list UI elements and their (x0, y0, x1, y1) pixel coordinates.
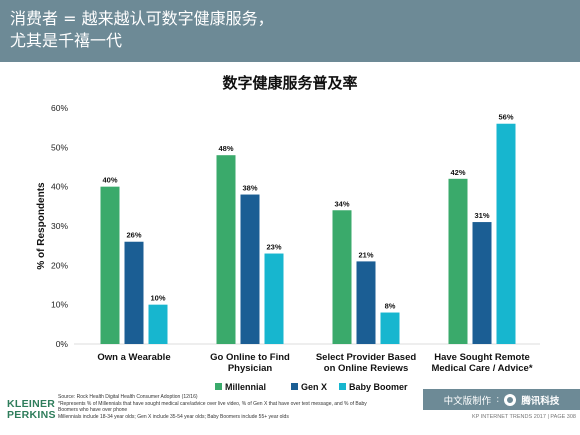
bar-data-label: 21% (358, 250, 373, 259)
legend-label: Gen X (301, 382, 327, 392)
legend-label: Millennial (225, 382, 266, 392)
bar-data-label: 38% (242, 184, 257, 193)
bar-baby-boomer (380, 312, 400, 344)
bar-data-label: 8% (385, 302, 396, 311)
source-notes: Source: Rock Health Digital Health Consu… (58, 394, 418, 420)
bar-baby-boomer (496, 123, 516, 344)
y-tick-label: 0% (56, 339, 69, 349)
bar-millennial (100, 186, 120, 344)
bar-millennial (332, 210, 352, 344)
bar-data-label: 10% (150, 294, 165, 303)
translation-badge: 中文版制作 : 腾讯科技 (423, 389, 580, 410)
bar-baby-boomer (148, 304, 168, 344)
bar-data-label: 42% (450, 168, 465, 177)
logo-line1: KLEINER (7, 398, 56, 410)
bar-data-label: 34% (334, 199, 349, 208)
y-tick-label: 60% (51, 103, 68, 113)
category-label: Own a Wearable (97, 352, 170, 363)
category-label: Medical Care / Advice* (431, 363, 532, 374)
bar-millennial (448, 178, 468, 344)
tencent-logo-icon (504, 393, 517, 406)
y-tick-label: 50% (51, 142, 68, 152)
bar-data-label: 48% (218, 144, 233, 153)
legend-swatch (339, 383, 346, 390)
category-label: Select Provider Based (316, 352, 417, 363)
footnote-line: Boomers who have over phone (58, 407, 128, 413)
logo-line2: PERKINS (7, 409, 56, 421)
footnote-line: Millennials include 18-34 year olds; Gen… (58, 413, 289, 420)
y-tick-label: 40% (51, 182, 68, 192)
bar-gen-x (472, 222, 492, 344)
bar-baby-boomer (264, 253, 284, 344)
badge-brand: 腾讯科技 (521, 395, 560, 407)
page-footer: KP INTERNET TRENDS 2017 | PAGE 308 (471, 414, 576, 420)
chart-title: 数字健康服务普及率 (222, 74, 358, 92)
bar-data-label: 56% (498, 113, 513, 122)
slide-title-line1: 消费者 = 越来越认可数字健康服务， (10, 9, 274, 28)
slide-title: 消费者 = 越来越认可数字健康服务， 尤其是千禧一代 (10, 8, 570, 52)
category-label: Physician (228, 363, 273, 374)
category-label: Go Online to Find (210, 352, 290, 363)
bar-gen-x (124, 241, 144, 344)
y-tick-label: 30% (51, 221, 68, 231)
bar-gen-x (240, 194, 260, 344)
bar-gen-x (356, 261, 376, 344)
badge-text: 中文版制作 (443, 395, 492, 407)
y-tick-label: 20% (51, 260, 68, 270)
legend-swatch (215, 383, 222, 390)
legend-label: Baby Boomer (349, 382, 408, 392)
source-line: Source: Rock Health Digital Health Consu… (58, 394, 198, 400)
category-label: on Online Reviews (324, 363, 408, 374)
slide-title-line2: 尤其是千禧一代 (10, 31, 123, 50)
bar-data-label: 40% (102, 176, 117, 185)
legend-swatch (291, 383, 298, 390)
bar-data-label: 31% (474, 211, 489, 220)
slide-header: 消费者 = 越来越认可数字健康服务， 尤其是千禧一代 (0, 0, 580, 62)
bar-data-label: 23% (266, 243, 281, 252)
y-axis-label: % of Respondents (36, 182, 47, 270)
y-tick-label: 10% (51, 300, 68, 310)
bar-millennial (216, 155, 236, 344)
footnote-line: *Represents % of Millennials that have s… (58, 400, 367, 407)
category-label: Have Sought Remote (434, 352, 530, 363)
bar-data-label: 26% (126, 231, 141, 240)
badge-colon: : (496, 394, 500, 405)
kleiner-perkins-logo: KLEINER PERKINS (7, 399, 55, 421)
